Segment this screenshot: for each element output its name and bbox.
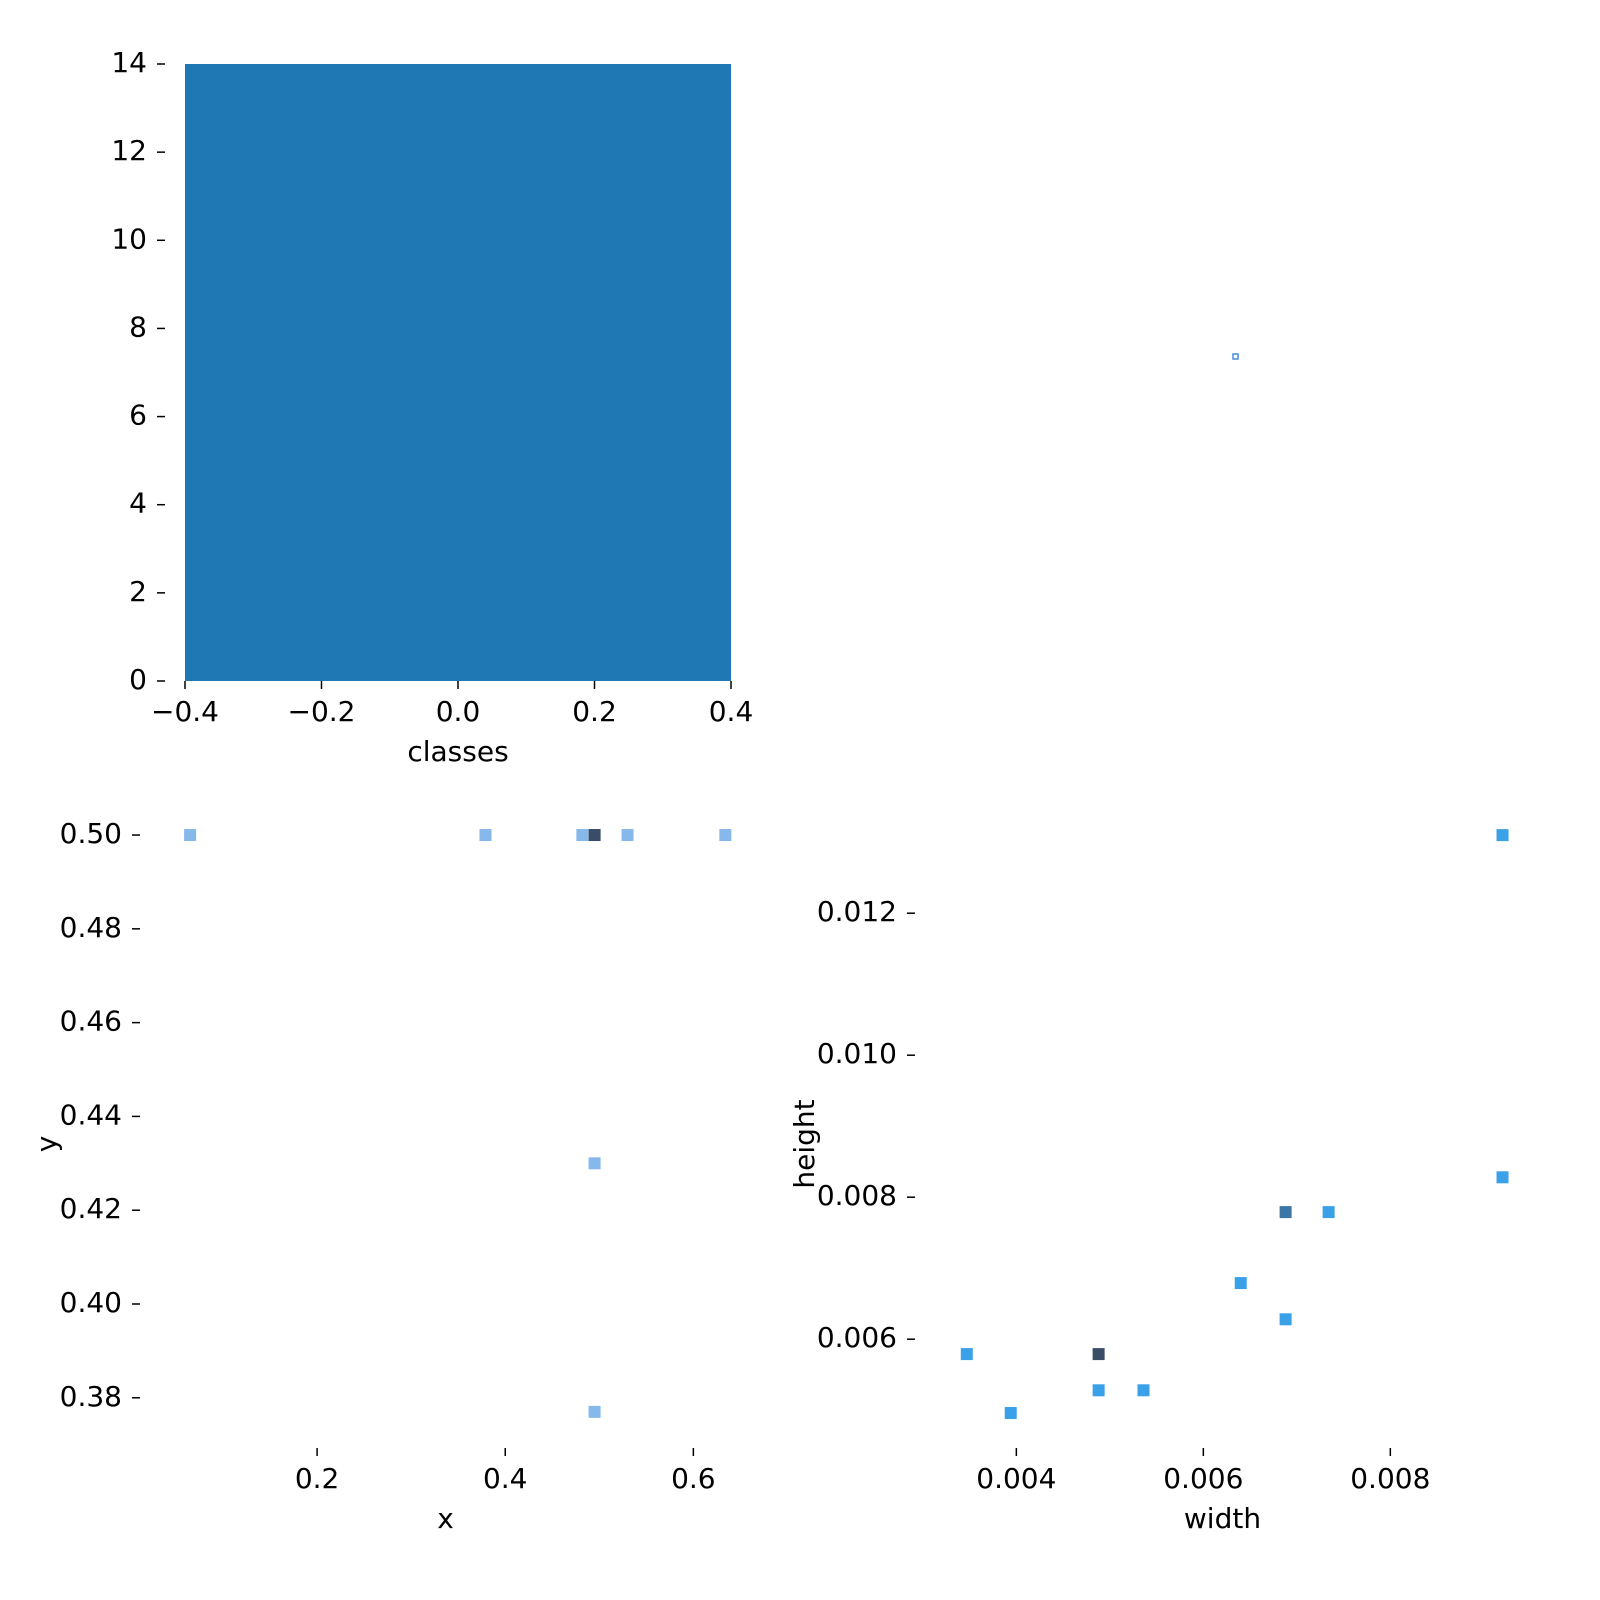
cell [621,829,634,842]
x-axis-label: classes [407,735,508,768]
x-tick-label: 0.2 [295,1462,340,1495]
y-tick-label: 0.008 [817,1179,897,1212]
cell [1279,1313,1292,1326]
cell [1322,1206,1335,1219]
y-tick-label: 0.012 [817,895,897,928]
y-tick-label: 0.010 [817,1037,897,1070]
y-tick-label: 14 [111,46,147,79]
cell [1496,829,1509,842]
cell [1092,1348,1105,1361]
cell [1137,1384,1150,1397]
y-axis-label: height [788,1099,821,1188]
y-tick-label: 10 [111,222,147,255]
bar [185,64,731,681]
cell [719,829,732,842]
x-tick-label: 0.2 [572,695,617,728]
y-axis-label: y [30,1136,63,1153]
cell [588,1405,601,1418]
y-tick-label: 0.42 [60,1192,122,1225]
cell [184,829,197,842]
y-tick-label: 4 [129,487,147,520]
cell [1234,1277,1247,1290]
x-axis-label: x [437,1502,454,1535]
x-tick-label: −0.4 [151,695,219,728]
y-tick-label: 8 [129,310,147,343]
cell [588,829,601,842]
cell [588,1157,601,1170]
cell [1004,1407,1017,1420]
y-tick-label: 0.46 [60,1005,122,1038]
y-tick-label: 12 [111,134,147,167]
cell [1496,1171,1509,1184]
x-tick-label: 0.6 [671,1462,716,1495]
x-tick-label: 0.4 [709,695,754,728]
y-tick-label: 6 [129,399,147,432]
x-tick-label: −0.2 [288,695,356,728]
cell [1092,1384,1105,1397]
x-tick-label: 0.008 [1350,1462,1430,1495]
cell [960,1348,973,1361]
y-tick-label: 2 [129,575,147,608]
y-tick-label: 0.40 [60,1286,122,1319]
x-tick-label: 0.004 [976,1462,1056,1495]
x-tick-label: 0.0 [436,695,481,728]
y-tick-label: 0.48 [60,911,122,944]
box-preview [1232,353,1239,360]
x-tick-label: 0.006 [1163,1462,1243,1495]
y-tick-label: 0.50 [60,817,122,850]
cell [1279,1206,1292,1219]
y-tick-label: 0.44 [60,1098,122,1131]
cell [479,829,492,842]
cell [576,829,589,842]
y-tick-label: 0.38 [60,1380,122,1413]
x-axis-label: width [1184,1502,1261,1535]
y-tick-label: 0.006 [817,1321,897,1354]
y-tick-label: 0 [129,663,147,696]
x-tick-label: 0.4 [483,1462,528,1495]
